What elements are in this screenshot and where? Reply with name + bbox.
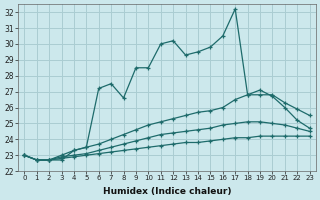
X-axis label: Humidex (Indice chaleur): Humidex (Indice chaleur) bbox=[103, 187, 231, 196]
